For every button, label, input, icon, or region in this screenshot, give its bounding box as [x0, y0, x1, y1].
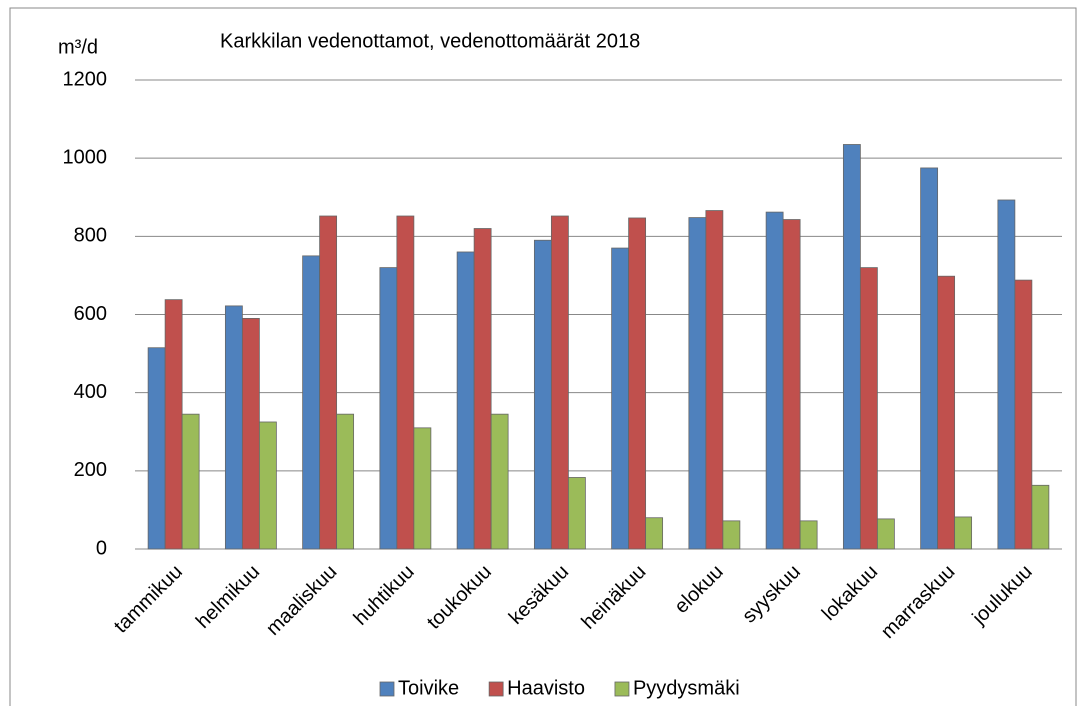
bar	[181, 413, 200, 550]
y-tick-label: 0	[96, 537, 107, 559]
y-tick-label: 400	[74, 381, 107, 403]
x-tick-label: helmikuu	[192, 561, 264, 633]
x-tick-label: huhtikuu	[350, 561, 419, 630]
bar	[533, 239, 552, 550]
bar	[379, 267, 398, 550]
bar	[147, 347, 166, 550]
bar	[765, 211, 784, 550]
bar	[859, 267, 878, 550]
bar	[336, 413, 355, 550]
bar	[413, 427, 432, 550]
bar	[241, 318, 260, 550]
bar	[567, 477, 586, 550]
x-tick-label: elokuu	[670, 561, 727, 618]
y-tick-label: 1000	[63, 146, 108, 168]
bar	[456, 251, 475, 550]
bar	[628, 217, 647, 550]
bar	[258, 421, 277, 550]
bar	[782, 219, 801, 550]
bar	[1031, 484, 1050, 550]
x-tick-label: tammikuu	[110, 561, 187, 638]
y-tick-label: 800	[74, 225, 107, 247]
bar	[876, 518, 895, 550]
bar	[164, 299, 183, 550]
bar	[396, 215, 415, 550]
bar	[920, 167, 939, 550]
bar	[688, 217, 707, 550]
bar	[550, 215, 569, 550]
bar	[997, 199, 1016, 550]
y-tick-label: 200	[74, 459, 107, 481]
x-tick-label: maaliskuu	[262, 561, 341, 640]
y-tick-label: 1200	[63, 68, 108, 90]
bar	[645, 517, 664, 550]
chart-frame	[9, 7, 1077, 706]
bar	[1014, 279, 1033, 550]
legend-label: Toivike	[398, 677, 459, 699]
bar	[224, 305, 243, 550]
x-tick-label: kesäkuu	[505, 561, 573, 629]
bar	[490, 413, 509, 550]
x-tick-label: marraskuu	[877, 561, 959, 643]
legend-swatch	[379, 681, 395, 697]
bar	[722, 520, 741, 550]
legend-label: Pyydysmäki	[633, 677, 740, 699]
y-tick-label: 600	[74, 303, 107, 325]
y-axis-label: m³/d	[58, 36, 98, 58]
chart-title: Karkkilan vedenottamot, vedenottomäärät …	[220, 30, 640, 52]
bar	[937, 275, 956, 550]
x-tick-label: joulukuu	[968, 561, 1037, 630]
bar	[302, 255, 321, 550]
x-tick-label: lokakuu	[818, 561, 882, 625]
legend-label: Haavisto	[507, 677, 585, 699]
bar	[473, 228, 492, 550]
x-tick-label: syyskuu	[738, 561, 805, 628]
x-tick-label: toukokuu	[423, 561, 496, 634]
legend-swatch	[488, 681, 504, 697]
bar	[611, 247, 630, 550]
x-tick-label: heinäkuu	[577, 561, 650, 634]
bar	[842, 144, 861, 550]
bar	[319, 215, 338, 550]
bar	[705, 210, 724, 550]
bar	[954, 516, 973, 550]
legend-swatch	[614, 681, 630, 697]
bar	[799, 520, 818, 550]
